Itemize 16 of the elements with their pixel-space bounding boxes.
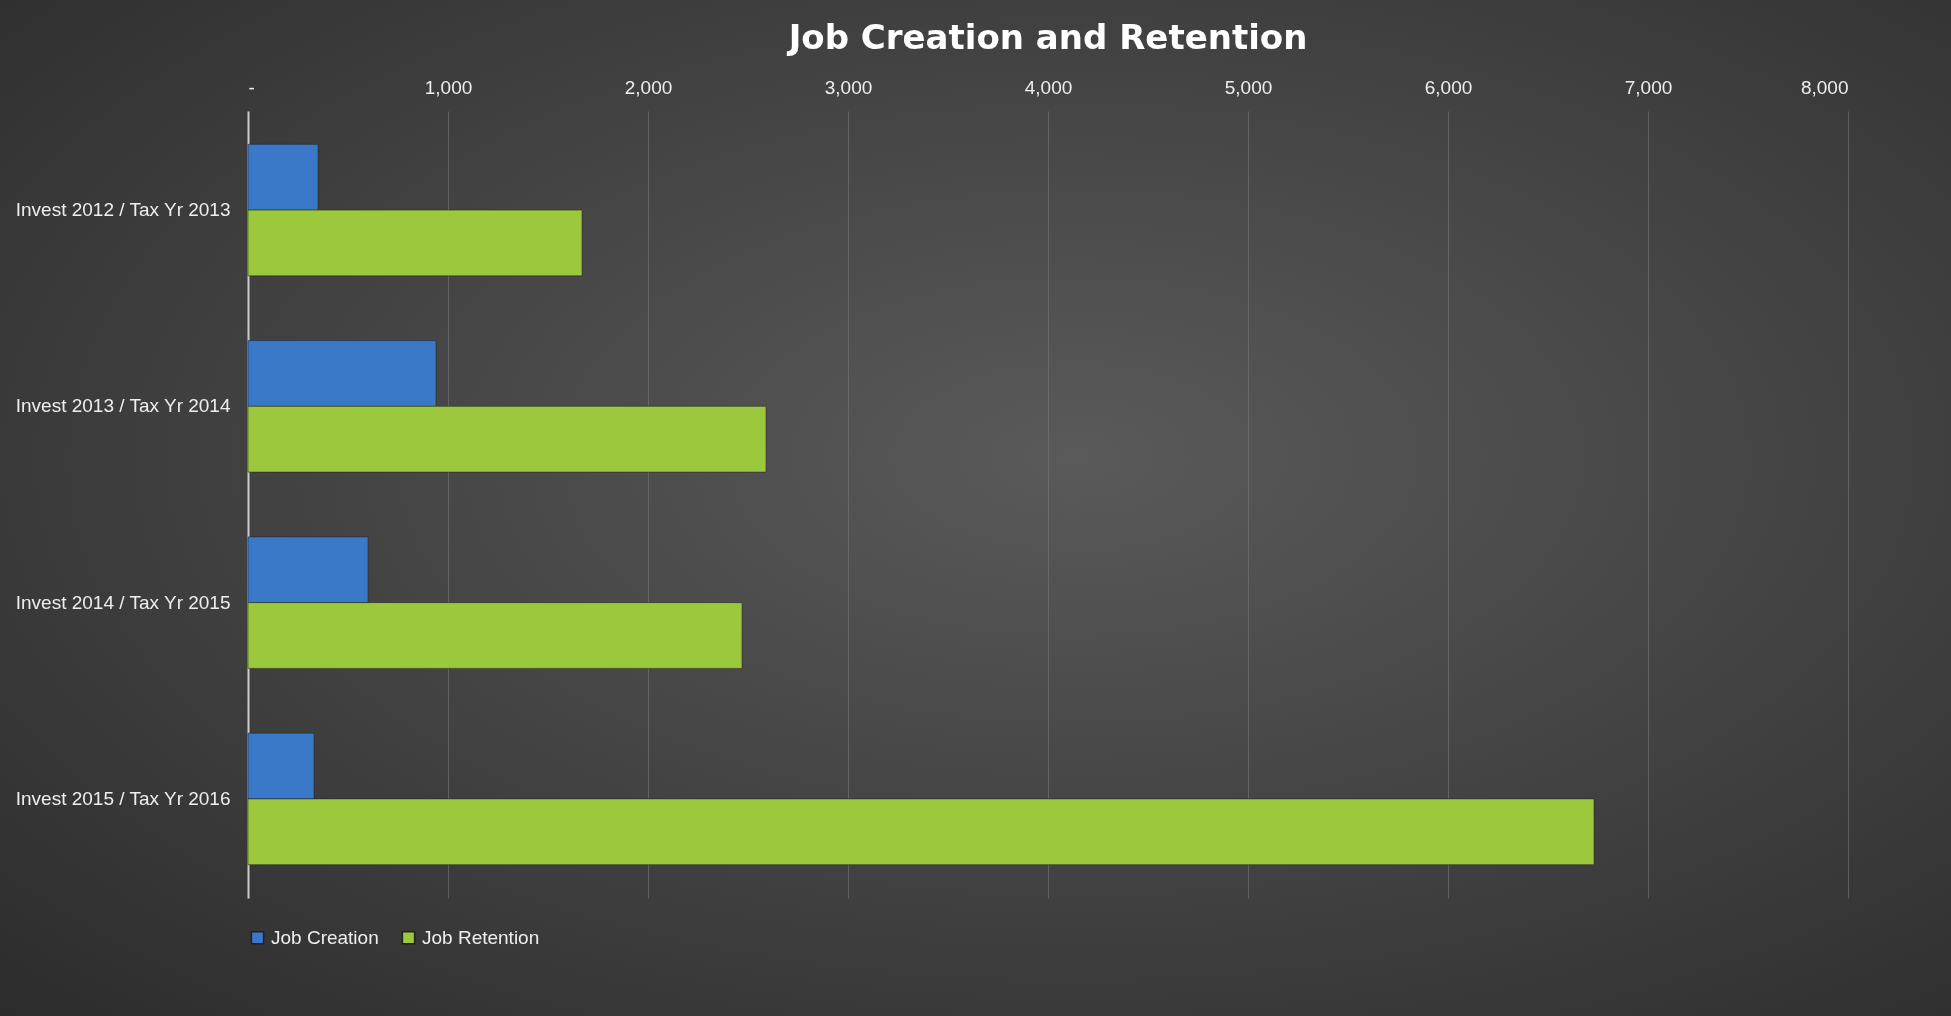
legend-label: Job Creation [271, 926, 379, 948]
y-tick-label: Invest 2014 / Tax Yr 2015 [15, 591, 231, 613]
x-tick-label: - [248, 76, 255, 98]
y-tick-label: Invest 2015 / Tax Yr 2016 [15, 787, 231, 809]
x-tick-label: 1,000 [424, 76, 473, 98]
x-tick-label: 4,000 [1024, 76, 1073, 98]
x-tick-label: 6,000 [1424, 76, 1473, 98]
chart-title: Job Creation and Retention [786, 17, 1308, 57]
y-tick-label: Invest 2013 / Tax Yr 2014 [15, 395, 231, 417]
x-tick-label: 5,000 [1224, 76, 1273, 98]
x-tick-label: 3,000 [824, 76, 873, 98]
x-tick-label: 7,000 [1624, 76, 1673, 98]
x-tick-label: 8,000 [1800, 76, 1849, 98]
x-tick-label: 2,000 [624, 76, 673, 98]
y-tick-label: Invest 2012 / Tax Yr 2013 [15, 199, 231, 221]
legend-label: Job Retention [422, 926, 540, 948]
